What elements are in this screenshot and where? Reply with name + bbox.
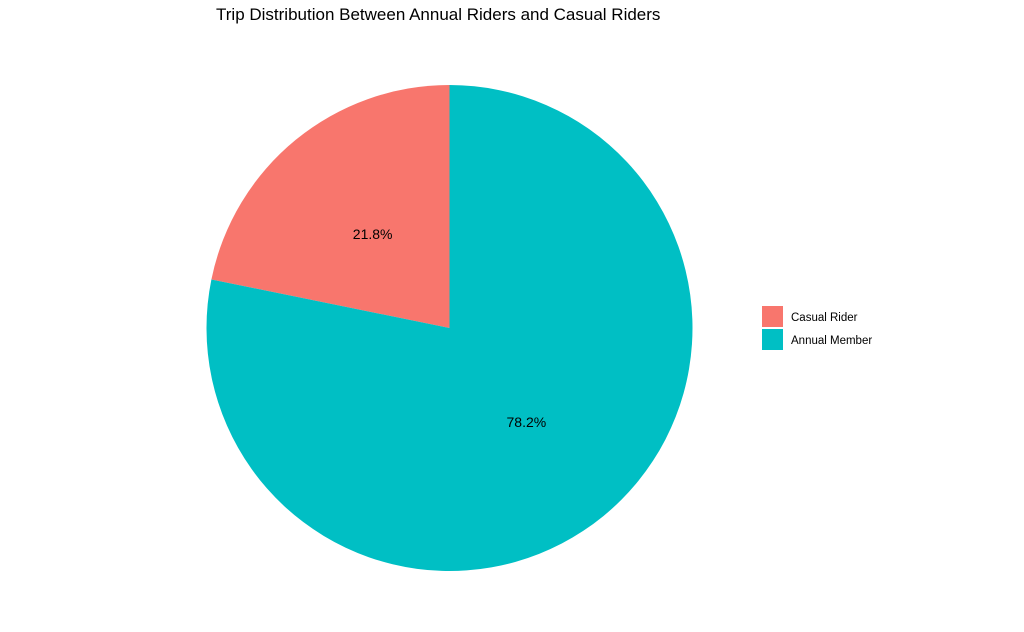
- legend-key-annual-member: [762, 329, 783, 350]
- legend-key-casual-rider: [762, 306, 783, 327]
- chart-title: Trip Distribution Between Annual Riders …: [216, 5, 660, 24]
- legend: Casual Rider Annual Member: [762, 306, 872, 350]
- pie-slice-annual-member: [206, 84, 693, 571]
- legend-label-casual-rider: Casual Rider: [791, 312, 858, 324]
- slice-label-casual-rider: 21.8%: [353, 226, 393, 242]
- pie-slice-labels: 21.8% 78.2%: [353, 226, 546, 430]
- pie-slice-casual-rider: [211, 85, 450, 328]
- legend-label-annual-member: Annual Member: [791, 335, 872, 347]
- pie-slices: [206, 84, 693, 571]
- slice-label-annual-member: 78.2%: [507, 414, 547, 430]
